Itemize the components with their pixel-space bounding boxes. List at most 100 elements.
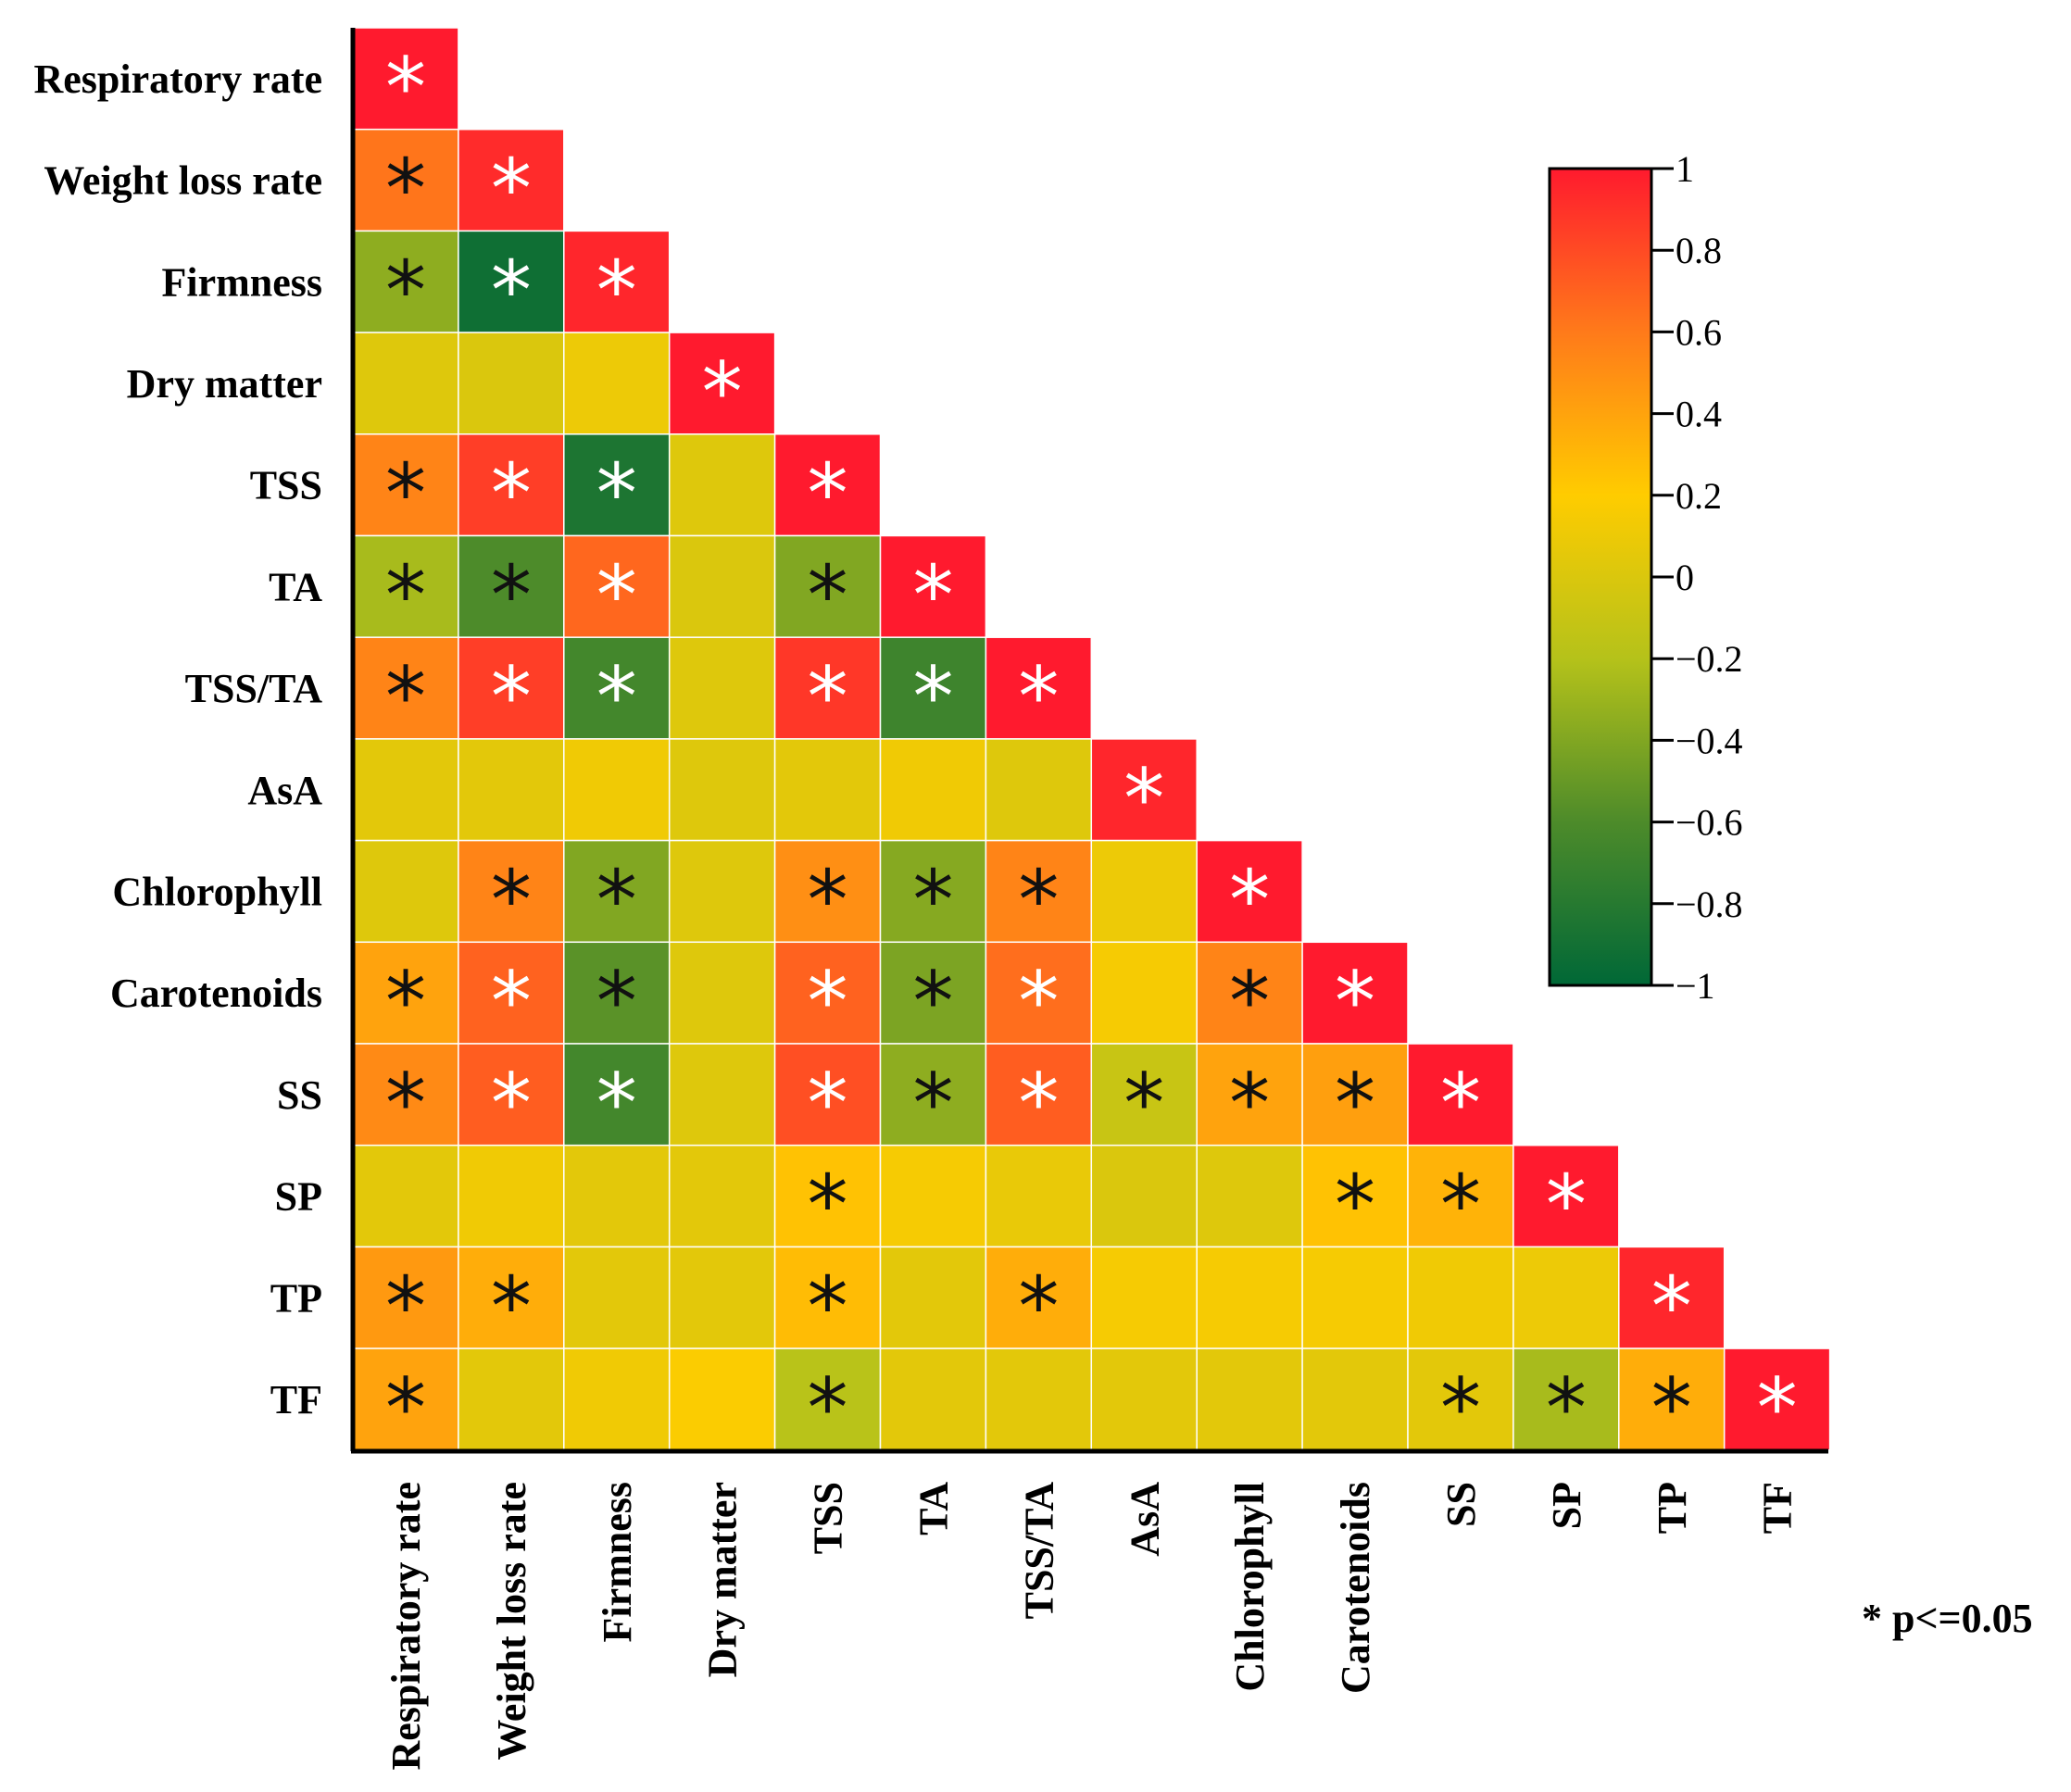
column-label: TSS/TA (1016, 1482, 1061, 1620)
significance-star: * (1018, 852, 1059, 947)
row-label: Carotenoids (110, 971, 322, 1016)
heatmap-cell (1512, 1347, 1620, 1451)
heatmap-cell (985, 1246, 1093, 1349)
heatmap-cell (1512, 1144, 1620, 1248)
significance-star: * (385, 40, 426, 135)
significance-star: * (912, 852, 953, 947)
column-label: Respiratory rate (383, 1482, 429, 1771)
row-label: Respiratory rate (33, 56, 322, 102)
heatmap-cell (985, 839, 1093, 944)
significance-star: * (596, 446, 637, 542)
significance-star: * (491, 954, 532, 1049)
significance-star: * (491, 1259, 532, 1354)
significance-star: * (808, 547, 848, 643)
heatmap-cell (458, 1347, 565, 1451)
significance-star: * (1123, 751, 1164, 846)
significance-star: * (1546, 1158, 1587, 1253)
heatmap-cell (352, 1043, 459, 1147)
significance-star: * (912, 954, 953, 1049)
colorbar-tick-label: 0.2 (1676, 475, 1722, 517)
row-label: Firmness (161, 259, 322, 305)
significance-star: * (808, 446, 848, 542)
heatmap-cell (352, 636, 459, 740)
heatmap-cell (352, 332, 459, 435)
colorbar-tick-label: −1 (1676, 965, 1715, 1007)
heatmap-cell (352, 1246, 459, 1349)
significance-star: * (912, 649, 953, 745)
heatmap-cell (1196, 941, 1303, 1045)
heatmap-cell (668, 534, 776, 638)
significance-star: * (808, 1360, 848, 1456)
significance-star: * (596, 547, 637, 643)
significance-star: * (491, 142, 532, 237)
colorbar-tick-label: 1 (1676, 148, 1694, 190)
colorbar-tick-label: 0.4 (1676, 394, 1722, 435)
colorbar-tick-label: −0.4 (1676, 720, 1743, 761)
significance-star: * (912, 1056, 953, 1151)
significance-star: * (1546, 1360, 1587, 1456)
significance-star: * (1651, 1259, 1692, 1354)
heatmap-cell (1090, 1246, 1198, 1349)
column-label: TA (910, 1482, 956, 1535)
colorbar-gradient (1548, 167, 1653, 987)
significance-star: * (808, 1158, 848, 1253)
colorbar-tick-label: 0.6 (1676, 311, 1722, 353)
heatmap-cell (1407, 1043, 1514, 1147)
significance-star: * (385, 547, 426, 643)
heatmap-cell (458, 738, 565, 842)
heatmap-cell (879, 1347, 987, 1451)
heatmap-cell (773, 534, 882, 638)
significance-star: * (808, 1259, 848, 1354)
heatmap-cell (773, 433, 882, 537)
heatmap-cell (1407, 1347, 1514, 1451)
heatmap-cell (879, 941, 987, 1045)
row-labels: Respiratory rate Weight loss rate Firmness… (33, 56, 322, 1422)
significance-star: * (385, 142, 426, 237)
heatmap-cell (1090, 1347, 1198, 1451)
heatmap-cell (563, 433, 671, 537)
significance-star: * (385, 1259, 426, 1354)
significance-star: * (491, 852, 532, 947)
heatmap-cell (879, 636, 987, 740)
column-label: TF (1755, 1482, 1801, 1534)
colorbar: 1 0.8 0.6 0.4 0.2 0 −0.2 −0.4 −0.6 −0.8 −1 (1548, 148, 1743, 1007)
significance-star: * (1229, 852, 1270, 947)
heatmap-cell (458, 433, 565, 537)
heatmap-cell (458, 128, 565, 232)
significance-star: * (491, 1056, 532, 1151)
heatmap-cell (352, 1144, 459, 1248)
significance-star: * (491, 446, 532, 542)
heatmap-cell (563, 534, 671, 638)
heatmap-cell (1090, 738, 1198, 842)
column-label: TP (1650, 1482, 1695, 1534)
significance-star: * (1229, 1056, 1270, 1151)
column-label: SP (1544, 1482, 1589, 1529)
significance-star: * (596, 243, 637, 338)
column-label: TSS (806, 1482, 851, 1554)
heatmap-cell (773, 1246, 882, 1349)
row-label: Weight loss rate (44, 158, 322, 204)
heatmap-cell (668, 1144, 776, 1248)
significance-star: * (1335, 954, 1375, 1049)
significance-star: * (385, 1056, 426, 1151)
significance-star: * (491, 649, 532, 745)
heatmap-cell (1618, 1347, 1726, 1451)
heatmap-cell (773, 941, 882, 1045)
heatmap-cell (1301, 941, 1409, 1045)
significance-star: * (385, 649, 426, 745)
significance-star: * (491, 243, 532, 338)
heatmap-cell (1407, 1144, 1514, 1248)
column-label: Firmness (595, 1482, 640, 1643)
column-label: Weight loss rate (489, 1482, 534, 1761)
heatmap-cell (563, 1246, 671, 1349)
heatmap-cell (1196, 839, 1303, 944)
row-label: TF (270, 1377, 322, 1422)
heatmap-cell (668, 332, 776, 435)
column-label: Chlorophyll (1227, 1482, 1273, 1692)
row-label: TSS (250, 463, 322, 508)
significance-star: * (1123, 1056, 1164, 1151)
significance-star: * (808, 1056, 848, 1151)
row-label: TA (269, 564, 322, 609)
heatmap-cell (563, 941, 671, 1045)
